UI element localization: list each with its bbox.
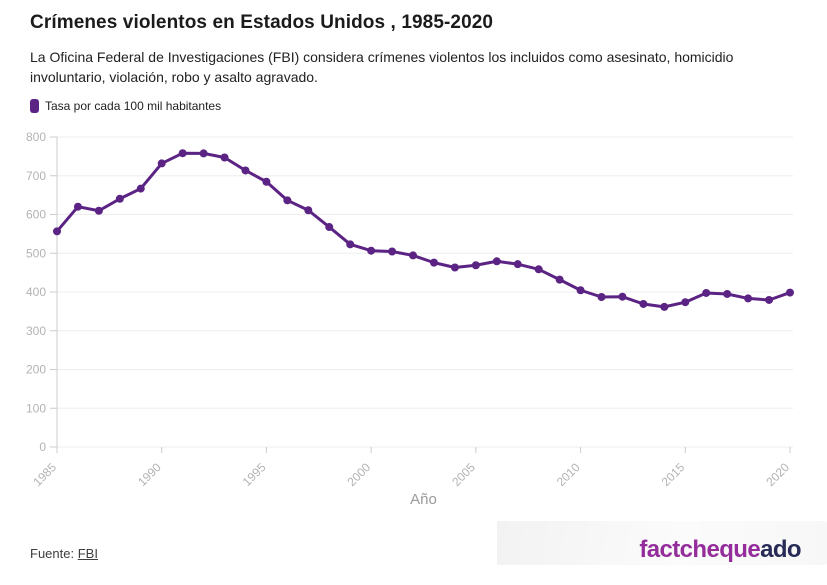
y-axis-tick-label: 0 <box>39 440 46 454</box>
x-axis-tick-label: 1990 <box>135 460 164 489</box>
legend-label: Tasa por cada 100 mil habitantes <box>45 99 222 113</box>
data-point-2020[interactable] <box>786 288 794 297</box>
data-point-2000[interactable] <box>367 246 376 255</box>
data-point-1995[interactable] <box>262 177 271 186</box>
chart-header: Crímenes violentos en Estados Unidos , 1… <box>30 12 790 87</box>
x-axis-tick-label: 2015 <box>659 460 688 489</box>
y-axis-tick-label: 400 <box>26 285 46 299</box>
x-axis-tick-label: 1985 <box>30 460 59 489</box>
data-point-1998[interactable] <box>325 223 334 232</box>
data-point-1999[interactable] <box>346 240 355 249</box>
source-note: Fuente: FBI <box>30 546 98 561</box>
data-point-1986[interactable] <box>73 202 82 211</box>
logo-part-purple: factcheque <box>639 536 761 563</box>
y-axis-tick-label: 800 <box>26 130 46 144</box>
page-title: Crímenes violentos en Estados Unidos , 1… <box>30 12 494 33</box>
data-point-2017[interactable] <box>723 289 732 298</box>
y-axis-tick-label: 100 <box>26 401 46 415</box>
data-point-2013[interactable] <box>639 299 648 308</box>
y-axis-tick-label: 500 <box>26 246 46 260</box>
data-point-2003[interactable] <box>429 258 438 267</box>
data-point-2009[interactable] <box>555 275 564 284</box>
chart-subtitle: La Oficina Federal de Investigaciones (F… <box>30 49 734 85</box>
x-axis-tick-label: 2020 <box>763 460 792 489</box>
data-point-1989[interactable] <box>136 184 145 193</box>
y-axis-tick-label: 600 <box>26 208 46 222</box>
data-point-1992[interactable] <box>199 149 208 158</box>
source-prefix: Fuente: <box>30 546 75 561</box>
x-axis-tick-label: 2000 <box>344 460 373 489</box>
x-axis-tick-label: 2010 <box>554 460 583 489</box>
legend-swatch-icon <box>30 99 39 113</box>
y-axis-tick-label: 200 <box>26 363 46 377</box>
x-axis-tick-label: 2005 <box>449 460 478 489</box>
data-point-2001[interactable] <box>388 247 397 256</box>
data-point-1993[interactable] <box>220 153 229 162</box>
data-point-2014[interactable] <box>660 302 669 311</box>
logo-part-navy: ado <box>760 536 801 563</box>
logo-background <box>497 521 827 565</box>
x-axis-tick-label: 1995 <box>240 460 269 489</box>
legend: Tasa por cada 100 mil habitantes <box>30 99 221 113</box>
data-point-2019[interactable] <box>765 295 774 304</box>
data-point-1985[interactable] <box>53 227 61 236</box>
data-point-1987[interactable] <box>94 206 103 215</box>
data-point-2002[interactable] <box>409 251 418 260</box>
y-axis-tick-label: 300 <box>26 324 46 338</box>
data-point-2005[interactable] <box>471 261 480 270</box>
data-point-2007[interactable] <box>513 260 522 269</box>
data-point-2006[interactable] <box>492 257 501 266</box>
factchequeado-logo: factchequeado <box>639 536 801 564</box>
source-link[interactable]: FBI <box>77 546 98 561</box>
data-point-2018[interactable] <box>744 294 753 303</box>
data-point-2011[interactable] <box>597 292 606 301</box>
data-point-1994[interactable] <box>241 166 250 175</box>
data-point-1997[interactable] <box>304 206 313 215</box>
data-point-2010[interactable] <box>576 286 585 295</box>
data-point-1990[interactable] <box>157 159 166 168</box>
data-point-1988[interactable] <box>115 194 124 203</box>
data-point-2012[interactable] <box>618 292 627 301</box>
data-point-2004[interactable] <box>450 263 459 272</box>
data-point-2015[interactable] <box>681 298 690 307</box>
data-point-1991[interactable] <box>178 149 187 158</box>
data-point-1996[interactable] <box>283 196 292 205</box>
data-point-2016[interactable] <box>702 288 711 297</box>
data-point-2008[interactable] <box>534 265 543 274</box>
y-axis-tick-label: 700 <box>26 169 46 183</box>
x-axis-title: Año <box>410 491 437 508</box>
